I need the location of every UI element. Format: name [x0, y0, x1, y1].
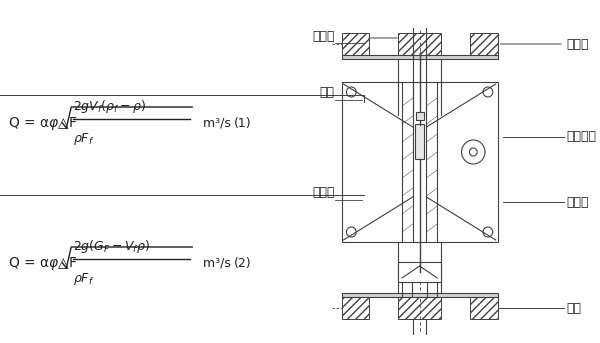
Text: 测量管: 测量管: [566, 37, 589, 50]
Bar: [415, 124, 424, 159]
Text: (1): (1): [234, 117, 252, 130]
Circle shape: [346, 87, 356, 97]
Bar: [341, 33, 369, 55]
Bar: [470, 297, 497, 319]
Text: m³/s: m³/s: [195, 257, 231, 270]
Bar: [398, 297, 441, 319]
Circle shape: [346, 227, 356, 237]
Text: $\rho F_f$: $\rho F_f$: [73, 271, 94, 287]
Text: Q = α$\varphi$△F: Q = α$\varphi$△F: [8, 115, 77, 131]
Bar: [416, 112, 424, 120]
Text: 浮子: 浮子: [320, 85, 335, 98]
Circle shape: [483, 87, 493, 97]
Text: 显示器: 显示器: [312, 29, 335, 43]
Text: m³/s: m³/s: [195, 117, 231, 130]
Text: $2gV_f(\rho_f - \rho)$: $2gV_f(\rho_f - \rho)$: [73, 98, 146, 115]
Circle shape: [483, 227, 493, 237]
Text: 随动系统: 随动系统: [566, 130, 596, 143]
Text: 导向管: 导向管: [312, 186, 335, 199]
Text: 卡箍: 卡箍: [566, 301, 581, 315]
Bar: [470, 33, 497, 55]
Text: Q = α$\varphi$△F: Q = α$\varphi$△F: [8, 255, 77, 272]
Bar: [341, 55, 497, 59]
Circle shape: [469, 148, 477, 156]
Bar: [341, 82, 497, 242]
Bar: [341, 297, 369, 319]
Text: (2): (2): [234, 257, 252, 270]
Circle shape: [461, 140, 485, 164]
Bar: [398, 262, 441, 282]
Text: $\rho F_f$: $\rho F_f$: [73, 131, 94, 147]
Bar: [398, 33, 441, 55]
Text: 锥形管: 锥形管: [566, 196, 589, 209]
Text: $2g(G_F - V_f\rho)$: $2g(G_F - V_f\rho)$: [73, 238, 150, 255]
Bar: [341, 293, 497, 297]
